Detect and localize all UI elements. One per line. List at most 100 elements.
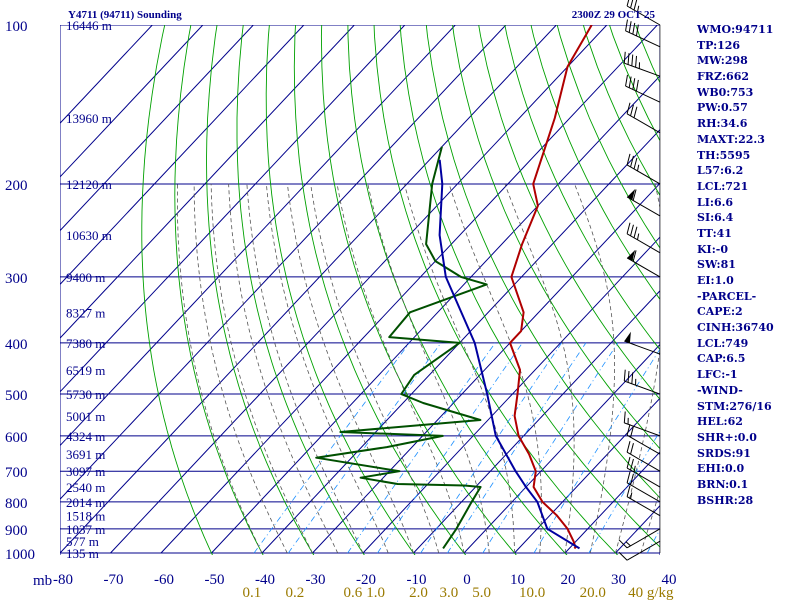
wind-barbs xyxy=(618,0,661,561)
wind-barb-flag xyxy=(630,473,634,485)
temperature-line xyxy=(509,25,593,550)
pressure-tick-label: 800 xyxy=(5,496,28,512)
stat-line: BSHR:28 xyxy=(697,493,754,507)
wind-barb xyxy=(623,411,661,437)
wind-barb xyxy=(625,19,661,48)
height-label: 135 m xyxy=(66,546,99,561)
wind-barb xyxy=(618,528,661,549)
wind-barb-staff xyxy=(625,85,661,103)
wind-barb-flag xyxy=(631,54,634,66)
wind-barb-flag xyxy=(626,0,630,7)
wind-barb-staff xyxy=(624,340,661,355)
mixing-ratio-label: 40 g/kg xyxy=(628,585,674,600)
height-label: 5001 m xyxy=(66,409,105,424)
wind-barb-flag xyxy=(630,224,634,236)
wind-barb-pennant xyxy=(624,331,631,344)
dry-adiabat xyxy=(425,25,660,499)
wind-barb-staff xyxy=(626,257,661,278)
stat-line: -WIND- xyxy=(697,383,743,397)
stat-line: FRZ:662 xyxy=(697,70,750,84)
wind-barb-flag xyxy=(626,471,631,483)
wind-barb xyxy=(626,424,661,455)
wind-barb xyxy=(626,222,661,254)
temperature-tick-label: 40 xyxy=(662,572,677,588)
wind-barb xyxy=(626,188,661,217)
wind-barb-flag xyxy=(630,458,634,471)
wind-barb xyxy=(626,102,661,134)
isotherm-line xyxy=(60,25,507,501)
wind-barb xyxy=(626,441,661,472)
height-label: 10630 m xyxy=(66,228,112,243)
mixing-ratio-label: 1.0 xyxy=(366,585,385,600)
mixing-ratio-label: 10.0 xyxy=(519,585,545,600)
wind-barb-flag xyxy=(626,424,631,436)
stat-line: LCL:749 xyxy=(697,336,749,350)
wind-barb-flag xyxy=(625,74,628,87)
temperature-tick-label: 20 xyxy=(561,572,576,588)
isotherm-line xyxy=(564,451,660,554)
mixing-ratio-axis: 0.1 0.2 0.6 1.0 2.0 3.0 5.0 10.0 20.0 40 g/kg xyxy=(243,585,675,600)
temperature-tick-label: -30 xyxy=(306,572,326,588)
moist-adiabat xyxy=(287,183,414,554)
wind-barb-flag xyxy=(633,0,638,11)
stat-line: SW:81 xyxy=(697,258,736,272)
mixing-ratio-line xyxy=(253,342,410,554)
height-label: 4324 m xyxy=(66,429,105,444)
wind-barb-staff xyxy=(626,196,661,217)
mixing-ratio-line xyxy=(347,342,496,554)
wind-barb-flag xyxy=(628,21,632,33)
height-label: 7380 m xyxy=(66,336,105,351)
pressure-tick-label: 300 xyxy=(5,271,28,287)
dry-adiabat xyxy=(530,25,660,301)
wind-barb-flag xyxy=(631,372,634,384)
wind-barb xyxy=(626,153,661,185)
parcel-line xyxy=(438,159,581,550)
pressure-tick-label: 900 xyxy=(5,523,28,539)
temperature-tick-label: 0 xyxy=(463,572,471,588)
mixing-ratio-label: 0.1 xyxy=(243,585,262,600)
profile-lines xyxy=(315,25,593,550)
stat-line: RH:34.6 xyxy=(697,117,748,131)
wind-barb-flag xyxy=(633,106,638,118)
wind-barb-flag xyxy=(628,76,632,88)
isotherm-line xyxy=(60,25,355,339)
temperature-tick-label: -10 xyxy=(407,572,427,588)
moist-adiabat xyxy=(310,183,440,554)
height-label: 2014 m xyxy=(66,495,105,510)
stat-line: SRDS:91 xyxy=(697,446,751,460)
dry-adiabat xyxy=(452,25,660,450)
wind-barb-flag xyxy=(626,441,631,453)
wind-barb-flag xyxy=(623,411,626,423)
wind-barb-flag xyxy=(623,51,626,64)
stat-line: KI:-0 xyxy=(697,242,728,256)
wind-barb-halfflag xyxy=(630,492,633,499)
mixing-ratio-line xyxy=(482,342,619,554)
height-label: 577 m xyxy=(66,534,99,549)
stat-line: -PARCEL- xyxy=(697,289,757,303)
stat-line: TT:41 xyxy=(697,226,732,240)
height-label: 9400 m xyxy=(66,270,105,285)
wind-barb-staff xyxy=(624,62,661,77)
wind-barb-flag xyxy=(635,55,638,68)
wind-barb-halfflag xyxy=(633,465,636,473)
isotherm-line xyxy=(110,25,608,554)
stat-line: BRN:0.1 xyxy=(697,477,749,491)
height-label: 13960 m xyxy=(66,111,112,126)
pressure-tick-label: 600 xyxy=(5,430,28,446)
wind-barb-halfflag xyxy=(636,164,640,172)
stat-line: CINH:36740 xyxy=(697,321,774,335)
dry-adiabat xyxy=(141,25,213,555)
wind-barb-staff xyxy=(626,528,661,549)
wind-barb xyxy=(623,369,661,395)
pressure-unit-label: mb xyxy=(33,573,52,589)
isotherm-line xyxy=(60,25,305,286)
wind-barb-flag xyxy=(632,78,636,90)
time-label: 2300Z 29 OCT 25 xyxy=(572,9,656,21)
wind-barb-flag xyxy=(630,443,634,455)
dry-adiabat xyxy=(399,25,660,548)
mixing-ratio-line xyxy=(447,342,587,554)
dry-adiabat xyxy=(373,25,619,555)
wind-barb-flag xyxy=(632,250,637,262)
temperature-axis: -80 -70 -60 -50 -40 -30 -20 -10 0 10 20 30 40 xyxy=(53,572,677,588)
stat-line: L57:6.2 xyxy=(697,164,744,178)
